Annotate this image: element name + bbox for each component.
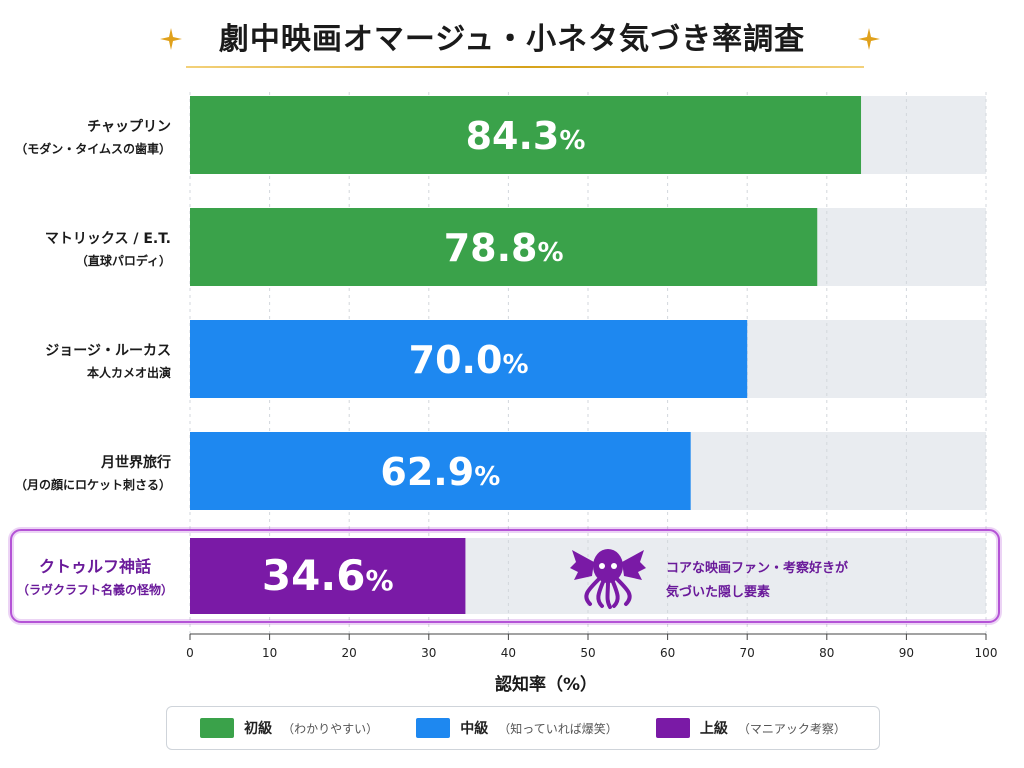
highlight-box xyxy=(10,529,1000,623)
sparkle-icon xyxy=(858,28,880,50)
legend-label: 中級 xyxy=(460,721,489,737)
x-tick-label: 10 xyxy=(262,646,277,660)
category-sublabel: 本人カメオ出演 xyxy=(87,365,171,380)
category-sublabel: （ラヴクラフト名義の怪物） xyxy=(17,582,173,597)
title-area: 劇中映画オマージュ・小ネタ気づき率調査 xyxy=(0,8,1024,70)
legend: 初級 （わかりやすい） 中級 （知っていれば爆笑） 上級 （マニアック考察） xyxy=(166,706,880,750)
x-tick-label: 90 xyxy=(899,646,914,660)
x-tick-label: 80 xyxy=(819,646,834,660)
category-sublabel: （モダン・タイムスの歯車） xyxy=(15,141,171,156)
category-sublabel: （直球パロディ） xyxy=(76,253,171,268)
legend-swatch-beginner xyxy=(200,718,235,738)
bar-value-label: 78.8% xyxy=(444,226,564,270)
x-tick-label: 100 xyxy=(975,646,998,660)
legend-swatch-intermediate xyxy=(416,718,451,738)
bar-value-label: 84.3% xyxy=(466,114,586,158)
x-tick-label: 20 xyxy=(342,646,357,660)
legend-label: 初級 xyxy=(244,721,273,737)
legend-item-advanced: 上級 （マニアック考察） xyxy=(655,718,846,738)
title-underline xyxy=(186,66,864,68)
bar-value-label: 62.9% xyxy=(380,450,500,494)
x-tick-label: 60 xyxy=(660,646,675,660)
legend-sublabel: （わかりやすい） xyxy=(282,721,379,736)
x-tick-label: 30 xyxy=(421,646,436,660)
x-tick-label: 0 xyxy=(186,646,194,660)
x-axis-label: 認知率（%） xyxy=(495,674,597,695)
sparkle-icon xyxy=(160,28,182,50)
category-label: クトゥルフ神話 xyxy=(39,557,151,576)
chart-title: 劇中映画オマージュ・小ネタ気づき率調査 xyxy=(218,22,806,57)
legend-sublabel: （知っていれば爆笑） xyxy=(498,721,618,736)
category-label: ジョージ・ルーカス xyxy=(45,343,171,359)
x-tick-label: 70 xyxy=(740,646,755,660)
bar xyxy=(190,432,691,510)
annotation-line-1: コアな映画ファン・考察好きが xyxy=(666,560,848,576)
legend-sublabel: （マニアック考察） xyxy=(737,721,846,736)
category-label: チャップリン xyxy=(87,119,171,135)
legend-item-beginner: 初級 （わかりやすい） xyxy=(200,718,378,738)
category-label: 月世界旅行 xyxy=(100,454,171,471)
bar-chart: 84.3% 78.8% 70.0% 62.9% 34.6% チャップリン （モダン・タイムス… xyxy=(8,92,1002,695)
annotation-line-2: 気づいた隠し要素 xyxy=(666,584,770,600)
bar xyxy=(190,96,862,174)
legend-swatch-advanced xyxy=(655,718,690,738)
bar-value-label: 70.0% xyxy=(409,338,529,382)
bar xyxy=(190,208,818,286)
category-label: マトリックス / E.T. xyxy=(45,231,171,247)
x-tick-label: 40 xyxy=(501,646,516,660)
bar xyxy=(190,320,748,398)
octopus-icon xyxy=(570,549,646,609)
legend-item-intermediate: 中級 （知っていれば爆笑） xyxy=(416,718,618,738)
legend-label: 上級 xyxy=(699,721,728,737)
category-sublabel: （月の顔にロケット刺さる） xyxy=(15,477,171,492)
x-tick-label: 50 xyxy=(580,646,595,660)
bar xyxy=(190,538,466,614)
bar-value-label: 34.6% xyxy=(262,551,394,600)
